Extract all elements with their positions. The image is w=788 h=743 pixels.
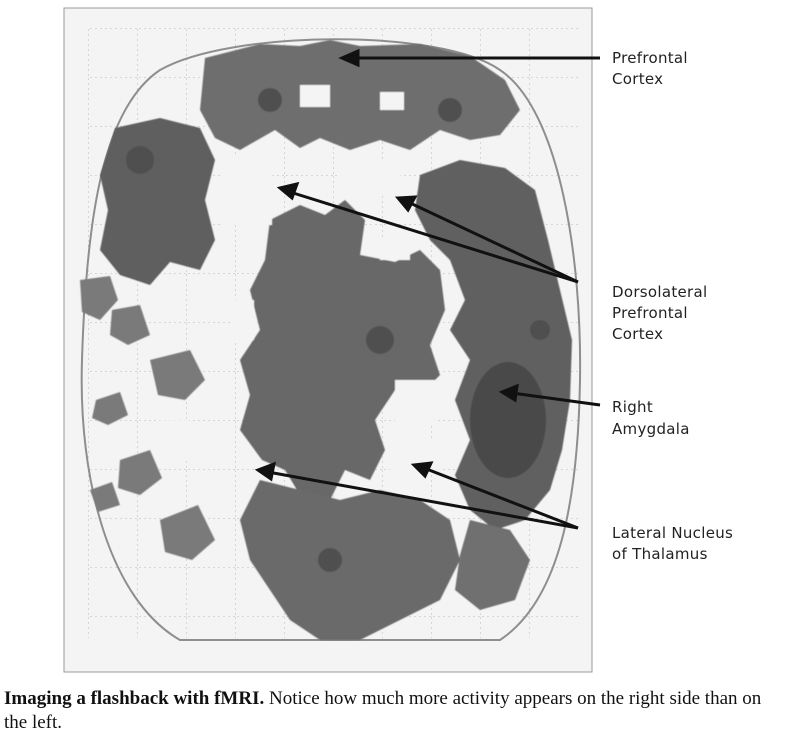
arrow-thalamus-right [423, 466, 579, 530]
activity-left-frontal [100, 118, 215, 285]
arrow-dorsolateral-left [289, 190, 579, 284]
figure-caption: Imaging a flashback with fMRI. Notice ho… [4, 687, 786, 735]
annotation-labels: Prefrontal Cortex Dorsolateral Prefronta… [612, 49, 738, 563]
arrow-amygdala [511, 391, 601, 407]
activity-left-patches [80, 276, 215, 560]
caption-text: Notice how much more activity appears on… [4, 688, 762, 733]
fmri-scan-figure: Prefrontal Cortex Dorsolateral Prefronta… [63, 7, 738, 673]
inactive-gaps [160, 85, 440, 470]
activity-lower-central [240, 480, 460, 640]
arrow-thalamus-left [267, 470, 579, 530]
activity-central [240, 200, 445, 500]
activity-right-lower [455, 520, 530, 610]
label-amygdala: Right Amygdala [612, 398, 690, 438]
annotation-arrows [254, 48, 601, 530]
skull-outline [80, 38, 582, 641]
label-prefrontal: Prefrontal Cortex [612, 49, 693, 88]
caption-title: Imaging a flashback with fMRI. [4, 688, 265, 709]
arrow-dorsolateral-right [407, 200, 579, 284]
activity-prefrontal [200, 40, 520, 150]
activity-right-amygdala-core [470, 362, 546, 478]
label-thalamus: Lateral Nucleus of Thalamus [612, 524, 738, 563]
label-dorsolateral: Dorsolateral Prefrontal Cortex [612, 283, 713, 343]
brain-activity-regions [80, 40, 572, 640]
activity-hotspots [126, 88, 550, 572]
